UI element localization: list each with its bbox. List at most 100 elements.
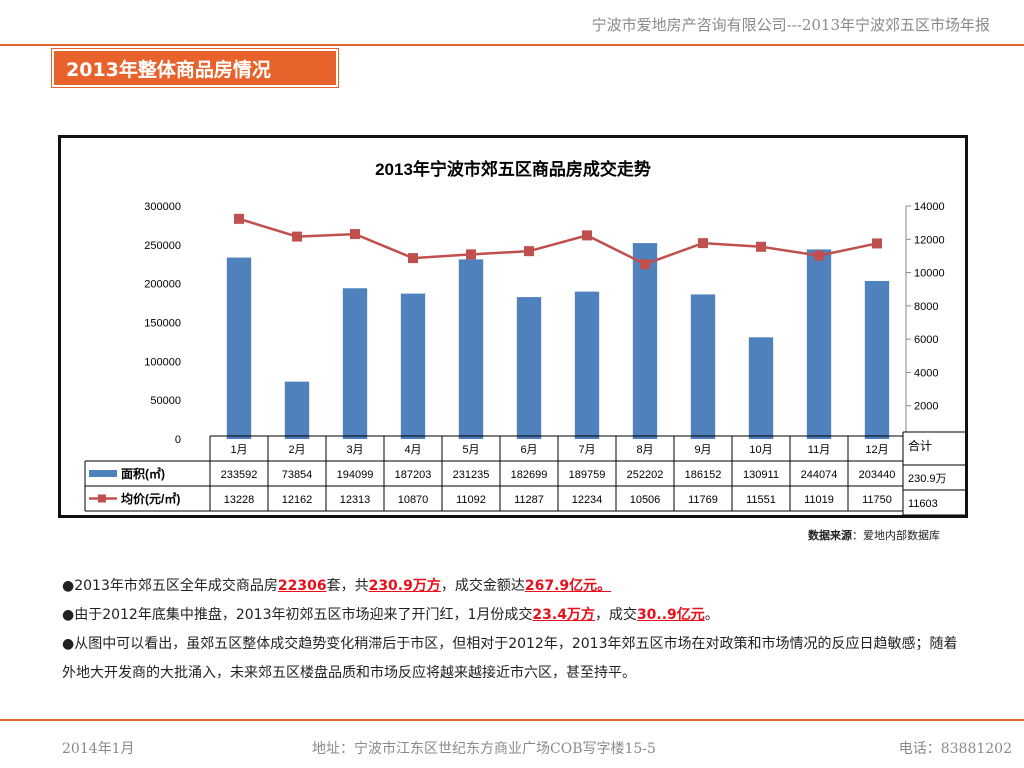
y-right-tick-label: 4000 (914, 367, 938, 379)
data-source-note: 数据来源：爱地内部数据库 (808, 527, 940, 543)
price-marker-8 (640, 259, 650, 270)
total-header: 合计 (908, 438, 932, 453)
legend-area-label: 面积(㎡) (121, 466, 165, 481)
category-label: 9月 (694, 444, 711, 456)
trend-chart: 2013年宁波市郊五区商品房成交走势 0 50000 100000 150000 2000… (84, 159, 965, 515)
y-left-tick-label: 0 (175, 434, 181, 446)
y-right-tick-label: 10000 (914, 268, 945, 280)
area-value: 231235 (453, 469, 490, 481)
report-header-title: 宁波市爱地房产咨询有限公司---2013年宁波郊五区市场年报 (591, 16, 990, 34)
summary-bullets: ●2013年市郊五区全年成交商品房22306套，共230.9万方，成交金额达26… (62, 572, 962, 688)
area-value: 186152 (685, 469, 722, 481)
bar-area-11 (806, 249, 832, 439)
footer-phone: 电话：83881202 (898, 741, 1012, 757)
area-value: 73854 (282, 469, 313, 481)
y-right-tick-label: 2000 (914, 401, 938, 413)
price-value: 11019 (804, 494, 834, 506)
data-source-label: 数据来源 (808, 529, 852, 542)
category-label: 2月 (288, 444, 305, 456)
bar-area-4 (400, 293, 426, 439)
category-label: 5月 (462, 444, 479, 456)
bullet-2-highlight-area: 23.4万方 (532, 607, 595, 623)
price-marker-9 (698, 238, 708, 249)
data-source-text: ：爱地内部数据库 (852, 529, 940, 542)
area-value: 187203 (395, 469, 432, 481)
bullet-1-highlight-area: 230.9万方 (368, 578, 441, 594)
section-title: 2013年整体商品房情况 (51, 48, 339, 88)
bullet-2: ●由于2012年底集中推盘，2013年初郊五区市场迎来了开门红，1月份成交23.… (62, 601, 962, 630)
price-value: 10506 (630, 494, 661, 506)
chart-frame: 2013年宁波市郊五区商品房成交走势 0 50000 100000 150000 2000… (58, 135, 968, 518)
bullet-1-text-3: ，成交金额达 (440, 578, 525, 594)
bar-area-12 (864, 280, 890, 439)
price-marker-3 (350, 229, 360, 240)
category-label: 1月 (230, 444, 247, 456)
bar-area-3 (342, 288, 368, 439)
total-area: 230.9万 (908, 473, 947, 485)
area-value: 244074 (801, 469, 838, 481)
bullet-2-text-2: ，成交 (594, 607, 637, 623)
bar-area-2 (284, 381, 310, 439)
legend-area-swatch (89, 470, 117, 477)
bullet-1-highlight-amount: 267.9亿元。 (524, 578, 612, 594)
y-left-tick-label: 250000 (144, 240, 181, 252)
y-left-tick-label: 100000 (144, 356, 181, 368)
legend-price-marker (98, 494, 106, 503)
price-marker-2 (292, 231, 302, 242)
area-value: 252202 (627, 469, 664, 481)
bullet-1-text-1: ●2013年市郊五区全年成交商品房 (62, 578, 278, 594)
bar-area-10 (748, 337, 774, 439)
y-right-tick-label: 8000 (914, 301, 938, 313)
bullet-1-highlight-units: 22306 (277, 578, 327, 594)
area-value: 182699 (511, 469, 548, 481)
y-left-tick-label: 150000 (144, 318, 181, 330)
area-value: 189759 (569, 469, 606, 481)
price-value: 11551 (746, 494, 776, 506)
price-marker-4 (408, 253, 418, 264)
y-right-tick-label: 12000 (914, 234, 945, 246)
bullet-1-text-2: 套，共 (326, 578, 369, 594)
category-label: 6月 (520, 444, 537, 456)
category-label: 11月 (808, 444, 830, 456)
area-value: 194099 (337, 469, 374, 481)
footer-date: 2014年1月 (62, 741, 135, 757)
y-right-tick-label: 6000 (914, 334, 938, 346)
bullet-2-highlight-amount: 30..9亿元 (636, 607, 705, 623)
price-value: 13228 (224, 494, 255, 506)
price-marker-7 (582, 230, 592, 241)
price-marker-1 (234, 213, 244, 224)
bar-area-1 (226, 257, 252, 439)
bar-area-9 (690, 294, 716, 439)
y-left-tick-label: 50000 (150, 395, 181, 407)
price-value: 11769 (688, 494, 718, 506)
price-value: 10870 (398, 494, 429, 506)
bar-area-7 (574, 291, 600, 439)
category-label: 4月 (404, 444, 421, 456)
category-label: 12月 (865, 444, 888, 456)
price-marker-10 (756, 241, 766, 252)
price-value: 11092 (456, 494, 486, 506)
area-value: 130911 (743, 469, 779, 481)
area-value: 233592 (221, 469, 258, 481)
bar-area-5 (458, 259, 484, 439)
category-label: 10月 (749, 444, 772, 456)
price-marker-12 (872, 238, 882, 249)
price-value: 12162 (282, 494, 313, 506)
y-left-tick-label: 300000 (144, 201, 181, 213)
price-value: 12234 (572, 494, 603, 506)
bullet-3: ●从图中可以看出，虽郊五区整体成交趋势变化稍滞后于市区，但相对于2012年，20… (62, 636, 958, 681)
price-value: 11287 (514, 494, 544, 506)
price-marker-11 (814, 250, 824, 261)
bullet-2-text-1: ●由于2012年底集中推盘，2013年初郊五区市场迎来了开门红，1月份成交 (62, 607, 533, 623)
price-marker-5 (466, 249, 476, 260)
legend-price-label: 均价(元/㎡) (121, 491, 180, 506)
area-value: 203440 (859, 469, 896, 481)
total-column-bg (903, 432, 965, 515)
bar-area-8 (632, 243, 658, 439)
y-left-tick-label: 200000 (144, 279, 181, 291)
bar-area-6 (516, 297, 542, 439)
price-value: 11750 (862, 494, 892, 506)
category-label: 7月 (578, 444, 595, 456)
category-label: 8月 (636, 444, 653, 456)
y-right-tick-label: 14000 (914, 201, 945, 213)
